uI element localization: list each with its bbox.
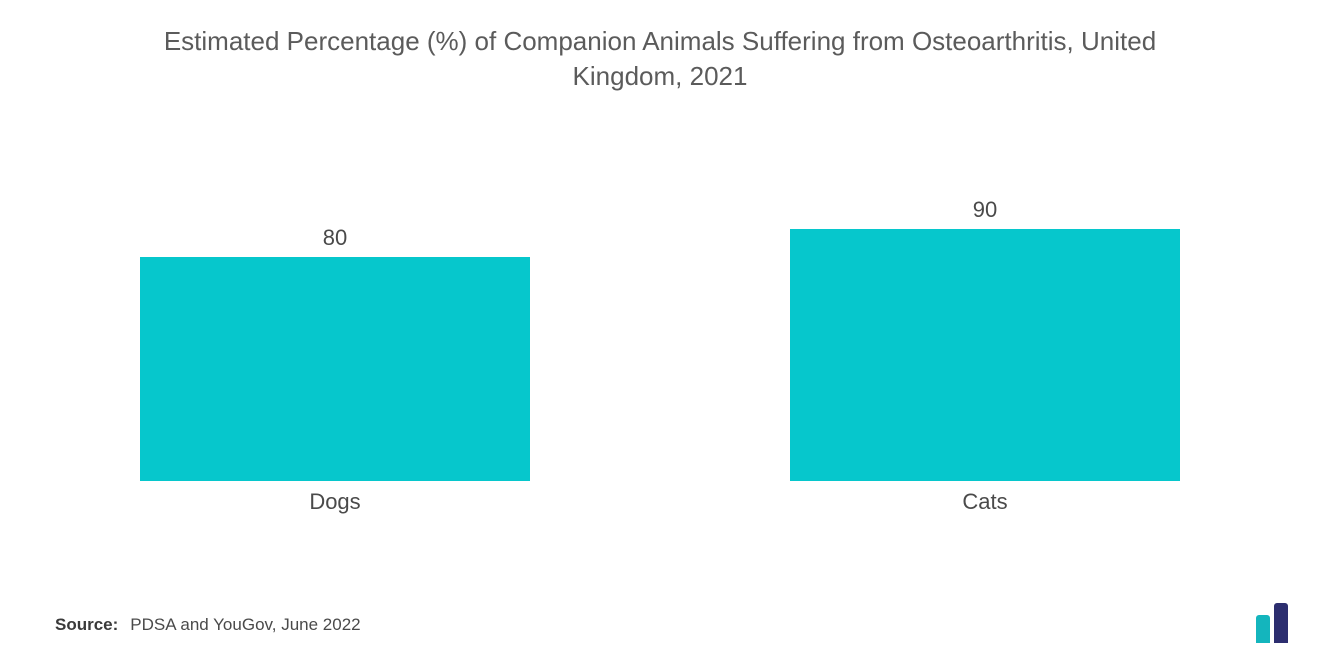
source-line: Source: PDSA and YouGov, June 2022 bbox=[55, 615, 361, 635]
category-label-cats: Cats bbox=[962, 489, 1007, 515]
value-label-cats: 90 bbox=[973, 197, 997, 223]
logo-bar-2 bbox=[1274, 603, 1288, 643]
value-label-dogs: 80 bbox=[323, 225, 347, 251]
brand-logo bbox=[1256, 603, 1288, 643]
source-label: Source: bbox=[55, 615, 118, 635]
bar-group-dogs: 80 Dogs bbox=[140, 165, 530, 515]
logo-bar-1 bbox=[1256, 615, 1270, 643]
source-text: PDSA and YouGov, June 2022 bbox=[130, 615, 360, 635]
bar-cats bbox=[790, 229, 1180, 481]
category-label-dogs: Dogs bbox=[309, 489, 360, 515]
bar-group-cats: 90 Cats bbox=[790, 165, 1180, 515]
bar-dogs bbox=[140, 257, 530, 481]
chart-container: Estimated Percentage (%) of Companion An… bbox=[0, 0, 1320, 665]
chart-title: Estimated Percentage (%) of Companion An… bbox=[0, 0, 1320, 104]
plot-area: 80 Dogs 90 Cats bbox=[130, 165, 1190, 515]
